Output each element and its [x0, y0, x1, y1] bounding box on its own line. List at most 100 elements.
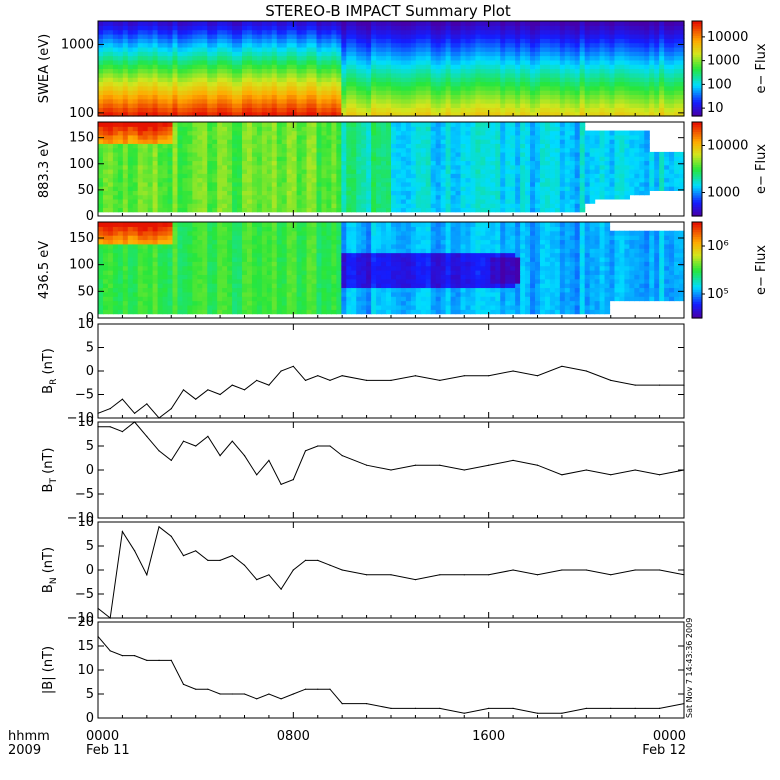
heatmap-cell [301, 21, 308, 26]
heatmap-cell [664, 103, 670, 108]
heatmap-cell [157, 107, 164, 113]
heatmap-cell [98, 194, 104, 200]
heatmap-cell [187, 64, 193, 70]
heatmap-cell [291, 98, 298, 104]
heatmap-cell [450, 143, 457, 149]
heatmap-cell [475, 55, 481, 61]
heatmap-cell [311, 130, 318, 136]
heatmap-cell [162, 33, 169, 39]
heatmap-cell [197, 169, 203, 174]
heatmap-cell [445, 107, 452, 113]
heatmap-cell [217, 25, 223, 31]
heatmap-cell [574, 68, 581, 74]
heatmap-cell [445, 151, 452, 157]
heatmap-cell [132, 111, 139, 117]
heatmap-cell [157, 151, 164, 157]
heatmap-cell [321, 98, 328, 104]
heatmap-cell [361, 55, 367, 61]
heatmap-cell [107, 98, 114, 104]
heatmap-cell [112, 130, 119, 136]
heatmap-cell [584, 85, 591, 91]
heatmap-cell [515, 134, 521, 140]
heatmap-cell [465, 173, 472, 179]
heatmap-cell [152, 186, 159, 191]
heatmap-cell [341, 94, 347, 100]
heatmap-cell [381, 33, 387, 39]
heatmap-cell [157, 33, 164, 39]
heatmap-cell [470, 77, 477, 83]
heatmap-cell [465, 98, 472, 104]
heatmap-cell [192, 46, 198, 52]
heatmap-cell [440, 160, 447, 166]
heatmap-cell [117, 139, 124, 144]
heatmap-cell [117, 126, 124, 132]
heatmap-cell [182, 46, 188, 52]
heatmap-cell [366, 85, 372, 91]
heatmap-cell [331, 90, 337, 96]
heatmap-cell [554, 147, 561, 153]
heatmap-cell [450, 46, 457, 52]
heatmap-cell [177, 72, 184, 78]
heatmap-cell [222, 181, 228, 187]
heatmap-cell [212, 139, 218, 144]
heatmap-cell [162, 98, 169, 104]
heatmap-cell [331, 107, 337, 113]
heatmap-cell [455, 72, 462, 78]
heatmap-cell [544, 46, 551, 52]
heatmap-cell [271, 77, 278, 83]
colorbar-cell [692, 25, 702, 29]
heatmap-cell [331, 147, 337, 153]
heatmap-cell [490, 21, 496, 26]
heatmap-cell [356, 33, 362, 39]
heatmap-cell [276, 186, 283, 191]
heatmap-cell [395, 90, 402, 96]
heatmap-cell [530, 164, 536, 170]
heatmap-cell [520, 46, 526, 52]
heatmap-cell [381, 203, 387, 209]
heatmap-cell [301, 147, 308, 153]
heatmap-cell [177, 21, 184, 26]
heatmap-cell [485, 139, 491, 144]
heatmap-cell [475, 64, 481, 70]
heatmap-cell [361, 72, 367, 78]
heatmap-cell [589, 173, 596, 179]
heatmap-cell [227, 130, 233, 136]
heatmap-cell [589, 156, 596, 162]
heatmap-cell [539, 38, 546, 44]
colorbar-cell [692, 51, 702, 55]
heatmap-cell [286, 98, 293, 104]
heatmap-cell [574, 94, 581, 100]
heatmap-cell [525, 126, 531, 132]
heatmap-cell [544, 85, 551, 91]
heatmap-cell [614, 130, 621, 136]
heatmap-cell [222, 160, 228, 166]
heatmap-cell [624, 111, 630, 117]
heatmap-cell [539, 72, 546, 78]
heatmap-cell [579, 207, 586, 213]
heatmap-cell [420, 55, 427, 61]
heatmap-cell [500, 90, 506, 96]
heatmap-cell [276, 126, 283, 132]
heatmap-cell [157, 72, 164, 78]
heatmap-cell [480, 46, 486, 52]
heatmap-cell [535, 194, 541, 200]
heatmap-cell [137, 81, 144, 87]
heatmap-cell [395, 126, 402, 132]
heatmap-cell [589, 33, 596, 39]
heatmap-cell [470, 103, 477, 108]
heatmap-cell [232, 169, 238, 174]
heatmap-cell [207, 190, 213, 196]
heatmap-cell [554, 181, 561, 187]
heatmap-cell [435, 68, 442, 74]
heatmap-cell [485, 103, 491, 108]
heatmap-cell [291, 160, 298, 166]
heatmap-cell [301, 164, 308, 170]
heatmap-cell [152, 139, 159, 144]
heatmap-cell [311, 29, 318, 35]
heatmap-cell [296, 29, 303, 35]
heatmap-cell [564, 77, 571, 83]
heatmap-cell [281, 207, 288, 213]
heatmap-cell [187, 177, 193, 183]
heatmap-cell [554, 203, 561, 209]
heatmap-cell [624, 134, 630, 140]
